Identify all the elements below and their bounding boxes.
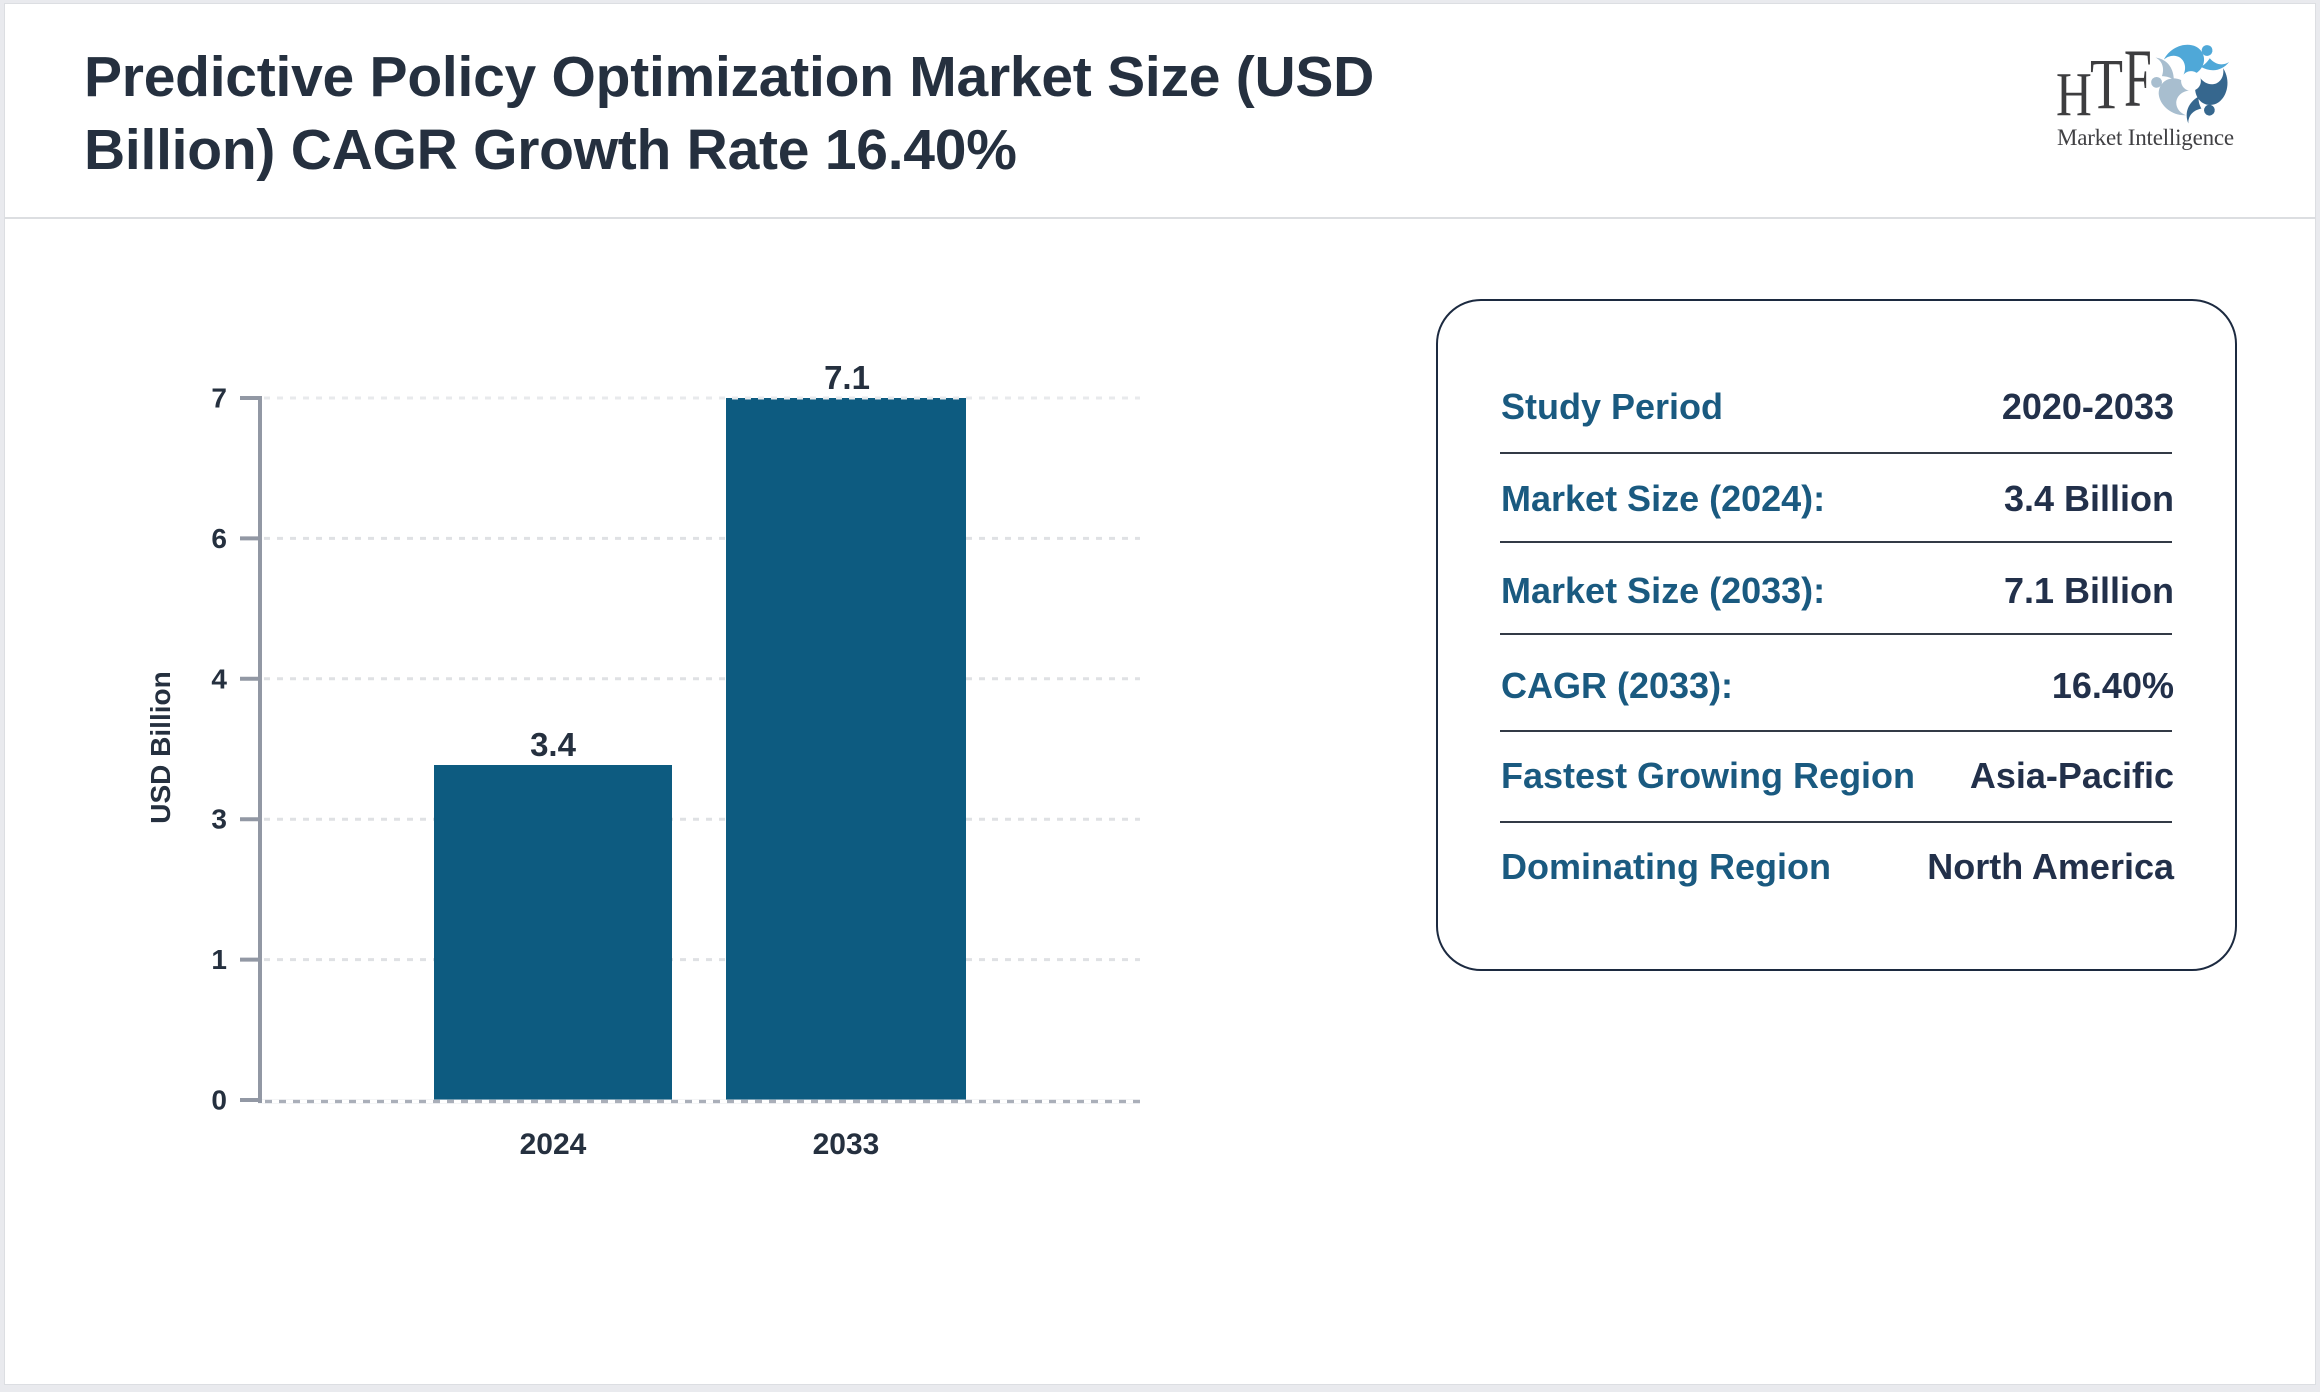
svg-text:2024: 2024 bbox=[520, 1128, 587, 1161]
svg-text:4: 4 bbox=[211, 663, 227, 694]
svg-text:7.1: 7.1 bbox=[824, 359, 870, 396]
svg-text:2033: 2033 bbox=[813, 1128, 880, 1161]
svg-text:3.4: 3.4 bbox=[530, 726, 577, 763]
svg-text:1: 1 bbox=[211, 944, 227, 975]
svg-text:7: 7 bbox=[211, 383, 227, 414]
svg-text:6: 6 bbox=[211, 523, 227, 554]
svg-text:0: 0 bbox=[211, 1085, 227, 1116]
svg-text:USD Billion: USD Billion bbox=[145, 671, 176, 823]
svg-text:3: 3 bbox=[211, 804, 227, 835]
